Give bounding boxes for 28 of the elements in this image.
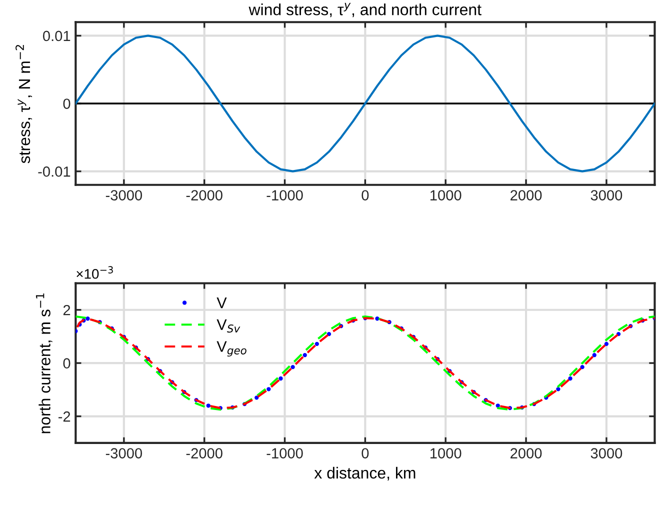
x-tick-label: 1000 bbox=[430, 448, 462, 458]
x-tick-label: 0 bbox=[362, 190, 369, 200]
x-tick-label: 2000 bbox=[510, 448, 542, 458]
x-tick-label: -3000 bbox=[106, 190, 142, 200]
y-tick-label: -0.01 bbox=[38, 166, 70, 177]
y-tick-label: 0 bbox=[63, 358, 70, 369]
y-tick-label: 0 bbox=[63, 98, 70, 109]
x-tick-label: -1000 bbox=[266, 448, 303, 458]
legend-label: V bbox=[216, 298, 227, 308]
x-tick-label: 1000 bbox=[430, 190, 462, 200]
x-tick-label: -2000 bbox=[186, 190, 222, 200]
x-tick-label: -3000 bbox=[106, 448, 142, 458]
chart-title: wind stress, τ$^{y}$, and north current bbox=[248, 2, 482, 18]
text: ×10$^{−3}$ bbox=[76, 266, 113, 279]
legend-label: V$_{Sv}$ bbox=[216, 319, 240, 333]
legend-label: V$_{geo}$ bbox=[216, 341, 246, 357]
x-tick-label: 3000 bbox=[590, 190, 622, 200]
y-axis-title: stress, τ$^{y}$, N m$^{−2}$ bbox=[16, 44, 32, 164]
x-tick-label: -1000 bbox=[266, 190, 303, 200]
x-tick-label: -2000 bbox=[186, 448, 222, 458]
y-tick-label: 2 bbox=[63, 304, 70, 316]
x-tick-label: 3000 bbox=[590, 448, 622, 458]
x-tick-label: 0 bbox=[362, 448, 369, 458]
y-axis-title: north current, m s$^{−1}$ bbox=[36, 293, 52, 434]
y-tick-label: 0.01 bbox=[43, 30, 70, 42]
y-tick-label: -2 bbox=[58, 411, 70, 422]
x-tick-label: 2000 bbox=[510, 190, 542, 200]
x-axis-title: x distance, km bbox=[314, 466, 416, 481]
